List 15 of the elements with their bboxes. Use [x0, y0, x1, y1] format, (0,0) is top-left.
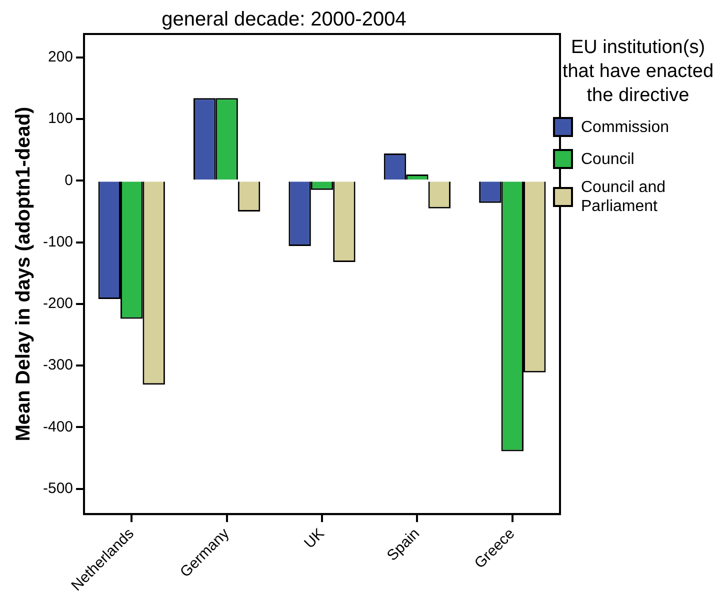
- y-tick-label: 0: [64, 172, 74, 189]
- legend-label: Commission: [581, 118, 670, 136]
- y-tick-label: 100: [48, 110, 74, 128]
- y-tick-label: -300: [42, 356, 74, 374]
- y-tick-label: -100: [42, 233, 74, 250]
- y-tick-label: -500: [42, 480, 74, 497]
- y-tick-label: 200: [48, 48, 74, 66]
- y-tick-label: -400: [42, 418, 74, 436]
- y-tick-label: -200: [42, 295, 74, 312]
- legend-label: Council and Parliament: [581, 178, 666, 216]
- y-axis-title: Mean Delay in days (adoptn1-dead): [12, 106, 35, 442]
- chart-title: general decade: 2000-2004: [162, 8, 406, 31]
- legend-title: EU institution(s) that have enacted the directive: [561, 36, 715, 108]
- legend-label: Council: [581, 150, 634, 168]
- x-tick-label: UK: [301, 525, 328, 552]
